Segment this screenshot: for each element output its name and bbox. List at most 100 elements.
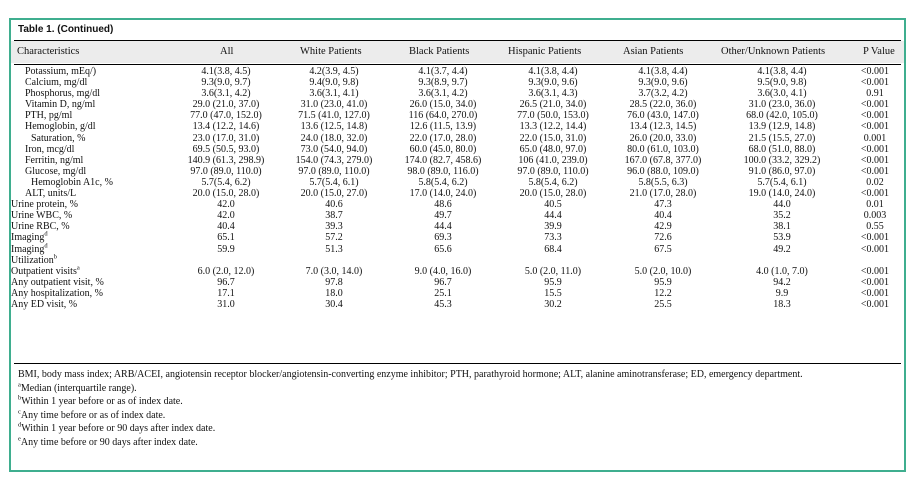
footnote-text: Within 1 year before or 90 days after in… — [21, 423, 216, 434]
table-cell: 18.0 — [325, 287, 343, 299]
table-cell: 65.1 — [217, 232, 235, 244]
row-label-text: Iron, mcg/dl — [25, 143, 75, 155]
table-cell: 29.0 (21.0, 37.0) — [192, 99, 260, 111]
table-cell: 40.4 — [654, 210, 672, 222]
table-cell — [173, 255, 279, 266]
table-cell: 71.5 (41.0, 127.0) — [298, 110, 370, 122]
row-label-text: Potassium, mEq/) — [25, 66, 97, 77]
table-row: Utilizationb — [11, 253, 903, 266]
table-cell: 3.6(3.1, 4.2) — [418, 88, 468, 100]
table-cell — [279, 255, 389, 266]
row-label: Hemoglobin, g/dl — [11, 121, 173, 132]
row-label-text: ALT, units/L — [25, 188, 77, 200]
row-label-text: Urine WBC, % — [11, 210, 73, 222]
table-cell: 40.5 — [544, 199, 562, 211]
table-notes: BMI, body mass index; ARB/ACEI, angioten… — [18, 368, 897, 449]
footnote-marker: b — [53, 253, 58, 261]
table-cell: 31.0 (23.0, 36.0) — [748, 99, 816, 111]
row-label-text: Hemoglobin A1c, % — [31, 176, 113, 188]
table-cell: 13.9 (12.9, 14.8) — [748, 121, 816, 133]
footnote-text: Any time before or as of index date. — [20, 409, 166, 421]
table-cell: 26.0 (15.0, 34.0) — [409, 99, 477, 111]
row-label: ALT, units/L — [11, 188, 173, 199]
row-label: Urine RBC, % — [11, 221, 173, 232]
table-cell: 98.0 (89.0, 116.0) — [407, 165, 479, 177]
table-cell: 12.6 (11.5, 13.9) — [409, 121, 477, 133]
table-cell: 22.0 (17.0, 28.0) — [409, 132, 477, 144]
table-cell: 68.0 (51.0, 88.0) — [748, 143, 816, 155]
row-label: Urine WBC, % — [11, 210, 173, 221]
table-row: Phosphorus, mg/dl 3.6(3.1, 4.2) 3.6(3.1, 4… — [11, 88, 903, 99]
footnote: aMedian (interquartile range). — [18, 381, 897, 396]
row-label-text: Any outpatient visit, % — [11, 276, 104, 288]
table-cell: 3.7(3.2, 4.2) — [638, 88, 688, 100]
table-cell: 26.0 (20.0, 33.0) — [629, 132, 697, 144]
table-cell: 24.0 (18.0, 32.0) — [300, 132, 368, 144]
table-frame: Table 1. (Continued) Characteristics All… — [9, 18, 906, 472]
table-cell: 77.0 (47.0, 152.0) — [190, 110, 262, 122]
data-table: Potassium, mEq/) 4.1(3.8, 4.5) 4.2(3.9, 4.… — [11, 66, 903, 310]
table-cell: 5.8(5.4, 6.2) — [418, 176, 468, 188]
header-white: White Patients — [300, 46, 362, 57]
table-cell: 13.3 (12.2, 14.4) — [519, 121, 587, 133]
table-cell: 30.2 — [544, 298, 562, 310]
table-cell: 3.6(3.1, 4.3) — [528, 88, 578, 100]
table-cell: 106 (41.0, 239.0) — [518, 154, 588, 166]
table-cell: 49.2 — [773, 243, 791, 255]
footnote-list: aMedian (interquartile range). bWithin 1 … — [18, 381, 897, 450]
table-cell: 26.5 (21.0, 34.0) — [519, 99, 587, 111]
footnote-text: Any time before or 90 days after index d… — [20, 436, 198, 448]
table-row: Potassium, mEq/) 4.1(3.8, 4.5) 4.2(3.9, 4.… — [11, 66, 903, 77]
footnote: bWithin 1 year before or as of index dat… — [18, 395, 897, 409]
table-cell: 38.1 — [773, 221, 791, 233]
row-label: Ferritin, ng/ml — [11, 155, 173, 166]
table-cell: 97.0 (89.0, 110.0) — [517, 165, 589, 177]
footnote-mark: e — [18, 435, 21, 443]
table-cell: 174.0 (82.7, 458.6) — [404, 154, 482, 166]
row-label: Iron, mcg/dl — [11, 144, 173, 155]
row-label: Saturation, % — [11, 133, 173, 144]
table-cell: 68.0 (42.0, 105.0) — [746, 110, 818, 122]
table-cell: 28.5 (22.0, 36.0) — [629, 99, 697, 111]
table-cell: 35.2 — [773, 210, 791, 222]
table-cell: 42.0 — [217, 210, 235, 222]
footnote-marker: d — [44, 231, 48, 239]
table-cell: 96.0 (88.0, 109.0) — [627, 165, 699, 177]
table-cell: <0.001 — [860, 154, 890, 166]
table-cell: 9.3(9.0, 9.7) — [201, 77, 251, 89]
row-label: Imagingd — [11, 242, 173, 255]
table-cell: 76.0 (43.0, 147.0) — [627, 110, 699, 122]
table-row: Outpatient visitsa 6.0 (2.0, 12.0) 7.0 (3.… — [11, 265, 903, 277]
table-cell: 96.7 — [217, 276, 235, 288]
table-cell: <0.001 — [860, 276, 890, 288]
abbreviations-note: BMI, body mass index; ARB/ACEI, angioten… — [18, 369, 803, 380]
table-cell: 18.3 — [773, 298, 791, 310]
table-row: Any ED visit, % 31.0 30.4 45.3 30.2 25.5 18.3 <… — [11, 299, 903, 310]
row-label: Any outpatient visit, % — [11, 277, 173, 288]
table-cell: 73.3 — [544, 232, 562, 244]
header-characteristics: Characteristics — [17, 46, 80, 57]
row-label: Outpatient visitsa — [11, 265, 173, 277]
footnote-text: Median (interquartile range). — [20, 382, 137, 394]
table-cell: 40.6 — [325, 199, 343, 211]
row-label-text: Saturation, % — [31, 132, 86, 144]
table-cell: <0.001 — [860, 232, 890, 244]
table-cell: 72.6 — [654, 232, 672, 244]
table-cell: 44.4 — [544, 210, 562, 222]
table-cell: 19.0 (14.0, 24.0) — [748, 188, 816, 200]
table-cell: 30.4 — [325, 298, 343, 310]
table-cell: 48.6 — [434, 199, 452, 211]
table-cell: 42.9 — [654, 221, 672, 233]
table-row: Any outpatient visit, % 96.7 97.8 96.7 95.9 9… — [11, 277, 903, 288]
table-cell: <0.001 — [860, 188, 890, 200]
header-black: Black Patients — [409, 46, 470, 57]
table-cell: 95.9 — [654, 276, 672, 288]
table-row: Glucose, mg/dl 97.0 (89.0, 110.0) 97.0 (89… — [11, 166, 903, 177]
table-cell: 7.0 (3.0, 14.0) — [305, 265, 363, 277]
row-label-text: Glucose, mg/dl — [25, 165, 87, 177]
table-cell: 0.003 — [863, 210, 887, 222]
table-cell: 4.1(3.8, 4.4) — [757, 66, 807, 77]
table-cell: 4.1(3.7, 4.4) — [418, 66, 468, 77]
table-row: Vitamin D, ng/ml 29.0 (21.0, 37.0) 31.0 (2… — [11, 99, 903, 110]
row-label-text: Calcium, mg/dl — [25, 77, 88, 89]
